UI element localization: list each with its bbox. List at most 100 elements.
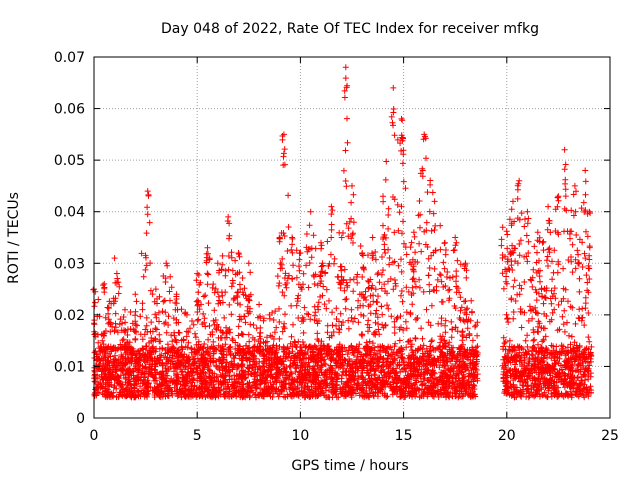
- data-point: [434, 276, 441, 283]
- data-point: [545, 263, 551, 269]
- data-point: [304, 310, 310, 317]
- data-point: [540, 247, 547, 254]
- data-point: [565, 298, 571, 305]
- data-point: [384, 393, 391, 400]
- data-point: [384, 302, 390, 309]
- data-point: [303, 262, 310, 269]
- data-point: [306, 387, 313, 394]
- data-point: [382, 322, 389, 328]
- data-point: [222, 341, 229, 348]
- data-point: [361, 365, 367, 372]
- data-point: [219, 252, 226, 259]
- data-point: [533, 297, 540, 304]
- data-point: [375, 270, 382, 276]
- data-point: [165, 313, 172, 320]
- data-point: [536, 273, 543, 280]
- data-point: [325, 263, 332, 269]
- data-point: [281, 325, 288, 332]
- data-point: [286, 386, 293, 393]
- data-point: [329, 309, 336, 316]
- data-point: [587, 383, 594, 390]
- data-point: [543, 257, 550, 264]
- data-point: [102, 387, 109, 394]
- data-point: [175, 346, 182, 353]
- data-point: [341, 287, 348, 294]
- data-point: [436, 271, 443, 278]
- data-point: [118, 327, 125, 334]
- data-point: [391, 196, 398, 203]
- data-point: [131, 394, 138, 401]
- data-point: [139, 336, 146, 343]
- data-point: [538, 344, 545, 351]
- data-point: [423, 306, 430, 313]
- data-point: [409, 301, 416, 308]
- data-point: [516, 252, 523, 259]
- data-point: [113, 394, 120, 401]
- data-point: [412, 379, 419, 386]
- data-point: [242, 319, 249, 326]
- data-point: [402, 368, 409, 375]
- data-point: [581, 250, 588, 257]
- data-point: [146, 219, 153, 226]
- data-point: [285, 224, 292, 230]
- data-point: [501, 340, 508, 347]
- data-point: [345, 317, 352, 324]
- data-point: [425, 255, 432, 262]
- data-point: [388, 113, 395, 120]
- data-point: [326, 334, 333, 341]
- data-point: [449, 274, 456, 281]
- data-point: [305, 386, 312, 393]
- data-point: [347, 276, 354, 283]
- data-point: [430, 375, 436, 381]
- data-point: [342, 147, 349, 154]
- data-point: [232, 257, 239, 264]
- data-point: [391, 330, 398, 336]
- data-point: [279, 328, 286, 335]
- data-point: [524, 343, 531, 350]
- data-point: [372, 319, 379, 326]
- data-point: [396, 337, 403, 344]
- data-point: [338, 322, 345, 329]
- data-point: [510, 283, 517, 290]
- data-point: [424, 189, 431, 196]
- data-point: [117, 316, 124, 323]
- data-point: [583, 228, 589, 235]
- data-point: [355, 381, 362, 388]
- data-point: [385, 305, 392, 312]
- data-point: [387, 382, 394, 388]
- data-point: [222, 289, 229, 296]
- data-point: [340, 319, 346, 326]
- data-point: [521, 279, 528, 285]
- data-point: [399, 298, 406, 305]
- data-point: [137, 313, 144, 320]
- data-point: [543, 345, 549, 351]
- data-point: [427, 177, 434, 184]
- data-point: [350, 239, 356, 246]
- data-point: [547, 229, 554, 236]
- data-point: [383, 158, 390, 165]
- data-point: [250, 322, 257, 328]
- data-point: [375, 321, 382, 327]
- data-point: [358, 311, 364, 318]
- data-point: [398, 292, 404, 299]
- data-point: [582, 294, 589, 301]
- data-point: [431, 265, 438, 272]
- data-point: [575, 361, 581, 368]
- data-point: [179, 346, 186, 353]
- data-point: [288, 302, 295, 309]
- data-point: [444, 365, 451, 372]
- data-point: [375, 326, 382, 333]
- data-point: [413, 283, 419, 290]
- data-point: [330, 329, 337, 335]
- data-point: [516, 349, 523, 356]
- data-point: [221, 314, 228, 321]
- data-point: [291, 353, 298, 360]
- data-point: [415, 387, 422, 393]
- data-point: [394, 201, 401, 208]
- data-point: [300, 281, 306, 288]
- data-point: [457, 294, 464, 301]
- data-point: [549, 258, 555, 265]
- data-point: [523, 232, 530, 239]
- data-point: [572, 265, 579, 272]
- data-point: [228, 311, 235, 318]
